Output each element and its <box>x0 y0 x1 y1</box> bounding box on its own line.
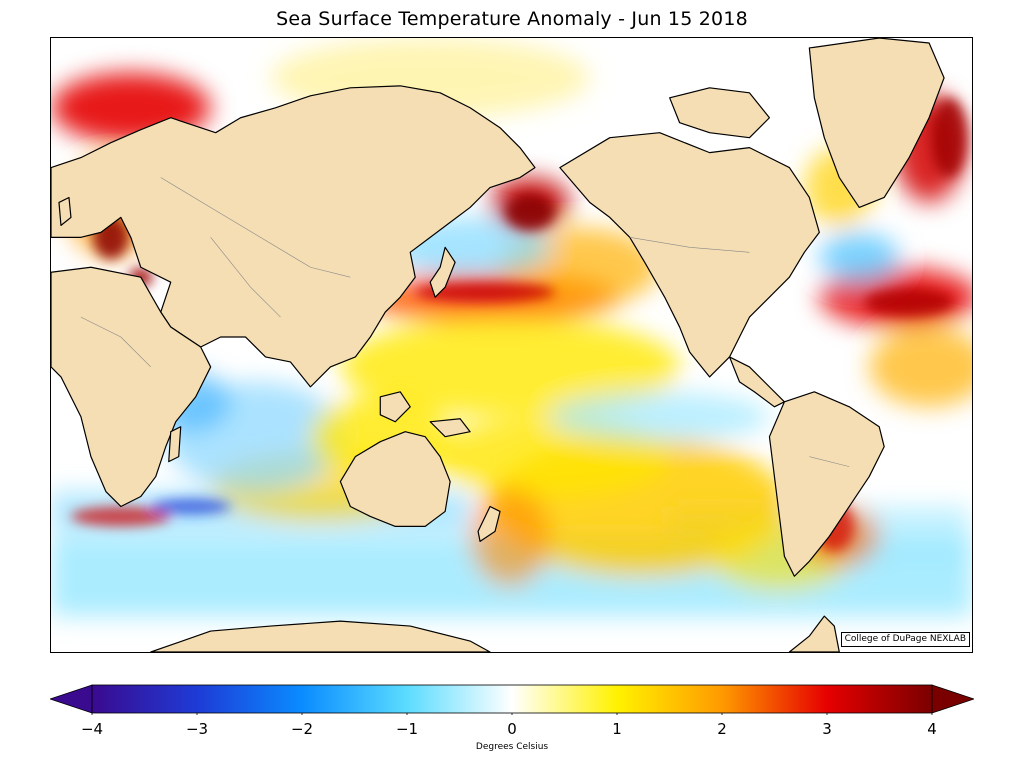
colorbar-caption: Degrees Celsius <box>475 742 549 752</box>
map-panel: College of DuPage NEXLAB <box>50 37 973 653</box>
colorbar-tick-label: −2 <box>290 720 314 738</box>
landmass-north-america <box>559 132 820 378</box>
colorbar-tick-label: −3 <box>185 720 209 738</box>
landmass-antarctica <box>150 620 491 652</box>
colorbar-tick-label: −4 <box>80 720 104 738</box>
country-borders <box>80 177 850 467</box>
landmass-borneo <box>379 391 411 423</box>
chart-title: Sea Surface Temperature Anomaly - Jun 15… <box>276 8 748 30</box>
landmass-arctic-islands <box>669 87 771 139</box>
landmass-greenland <box>808 38 945 209</box>
colorbar-low-arrow <box>50 684 93 714</box>
landmass-africa <box>51 266 212 508</box>
colorbar-tick-label: 3 <box>822 720 832 738</box>
landmass-new-guinea <box>429 418 471 438</box>
landmass-australia <box>339 431 451 528</box>
landmass-new-zealand <box>477 505 501 542</box>
colorbar-tick-label: 2 <box>717 720 727 738</box>
colorbar-tick-label: 1 <box>612 720 622 738</box>
landmass-south-america <box>768 391 885 577</box>
colorbar-gradient <box>91 684 933 714</box>
colorbar-tick-label: 0 <box>507 720 517 738</box>
landmass-central-america <box>728 356 786 408</box>
credit-label: College of DuPage NEXLAB <box>840 632 970 647</box>
anomaly-map <box>51 38 972 652</box>
landmass-eurasia <box>51 85 536 388</box>
colorbar-ticks <box>91 713 933 715</box>
land-masses <box>51 38 945 652</box>
landmass-britain <box>58 196 72 226</box>
landmass-japan <box>429 246 456 298</box>
landmass-madagascar <box>168 426 182 463</box>
colorbar-tick-label: 4 <box>927 720 937 738</box>
colorbar <box>50 684 974 715</box>
colorbar-tick-label: −1 <box>395 720 419 738</box>
landmass-antarctic-peninsula <box>788 615 840 652</box>
colorbar-high-arrow <box>931 684 974 714</box>
